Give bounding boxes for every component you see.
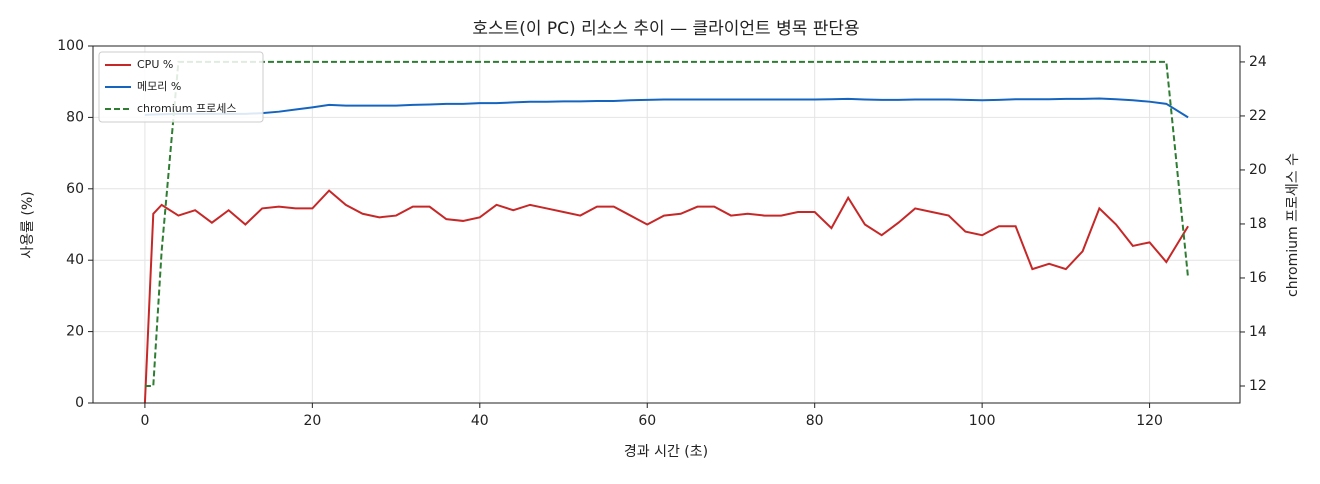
chart-title: 호스트(이 PC) 리소스 추이 — 클라이언트 병목 판단용	[472, 19, 859, 39]
y-tick-label: 60	[66, 181, 84, 197]
y2-tick-label: 20	[1249, 162, 1267, 178]
legend-label: chromium 프로세스	[137, 102, 236, 115]
y-axis-label: 사용률 (%)	[20, 191, 36, 258]
x-tick-label: 20	[303, 413, 321, 429]
y2-tick-label: 14	[1249, 324, 1267, 340]
y-tick-label: 20	[66, 324, 84, 340]
y-tick-label: 100	[57, 38, 84, 54]
y2-tick-label: 18	[1249, 216, 1267, 232]
y2-axis-label: chromium 프로세스 수	[1285, 153, 1301, 297]
plot-frame	[92, 45, 1241, 404]
y-tick-label: 0	[75, 395, 84, 411]
y2-tick-label: 12	[1249, 378, 1267, 394]
y2-tick-label: 24	[1249, 54, 1267, 70]
legend-box	[98, 51, 264, 123]
data-line	[144, 97, 1189, 119]
y-tick-label: 80	[66, 109, 84, 125]
y2-tick-label: 16	[1249, 270, 1267, 286]
x-axis-label: 경과 시간 (초)	[624, 444, 708, 460]
x-tick-label: 0	[140, 413, 149, 429]
data-line	[143, 189, 1189, 404]
x-tick-label: 60	[638, 413, 656, 429]
x-tick-label: 120	[1136, 413, 1163, 429]
y2-tick-label: 22	[1249, 108, 1267, 124]
data-line	[144, 60, 1190, 387]
x-tick-label: 100	[969, 413, 996, 429]
legend-label: 메모리 %	[137, 80, 181, 93]
legend-label: CPU %	[137, 58, 173, 71]
y-tick-label: 40	[66, 252, 84, 268]
x-tick-label: 80	[806, 413, 824, 429]
x-tick-label: 40	[471, 413, 489, 429]
